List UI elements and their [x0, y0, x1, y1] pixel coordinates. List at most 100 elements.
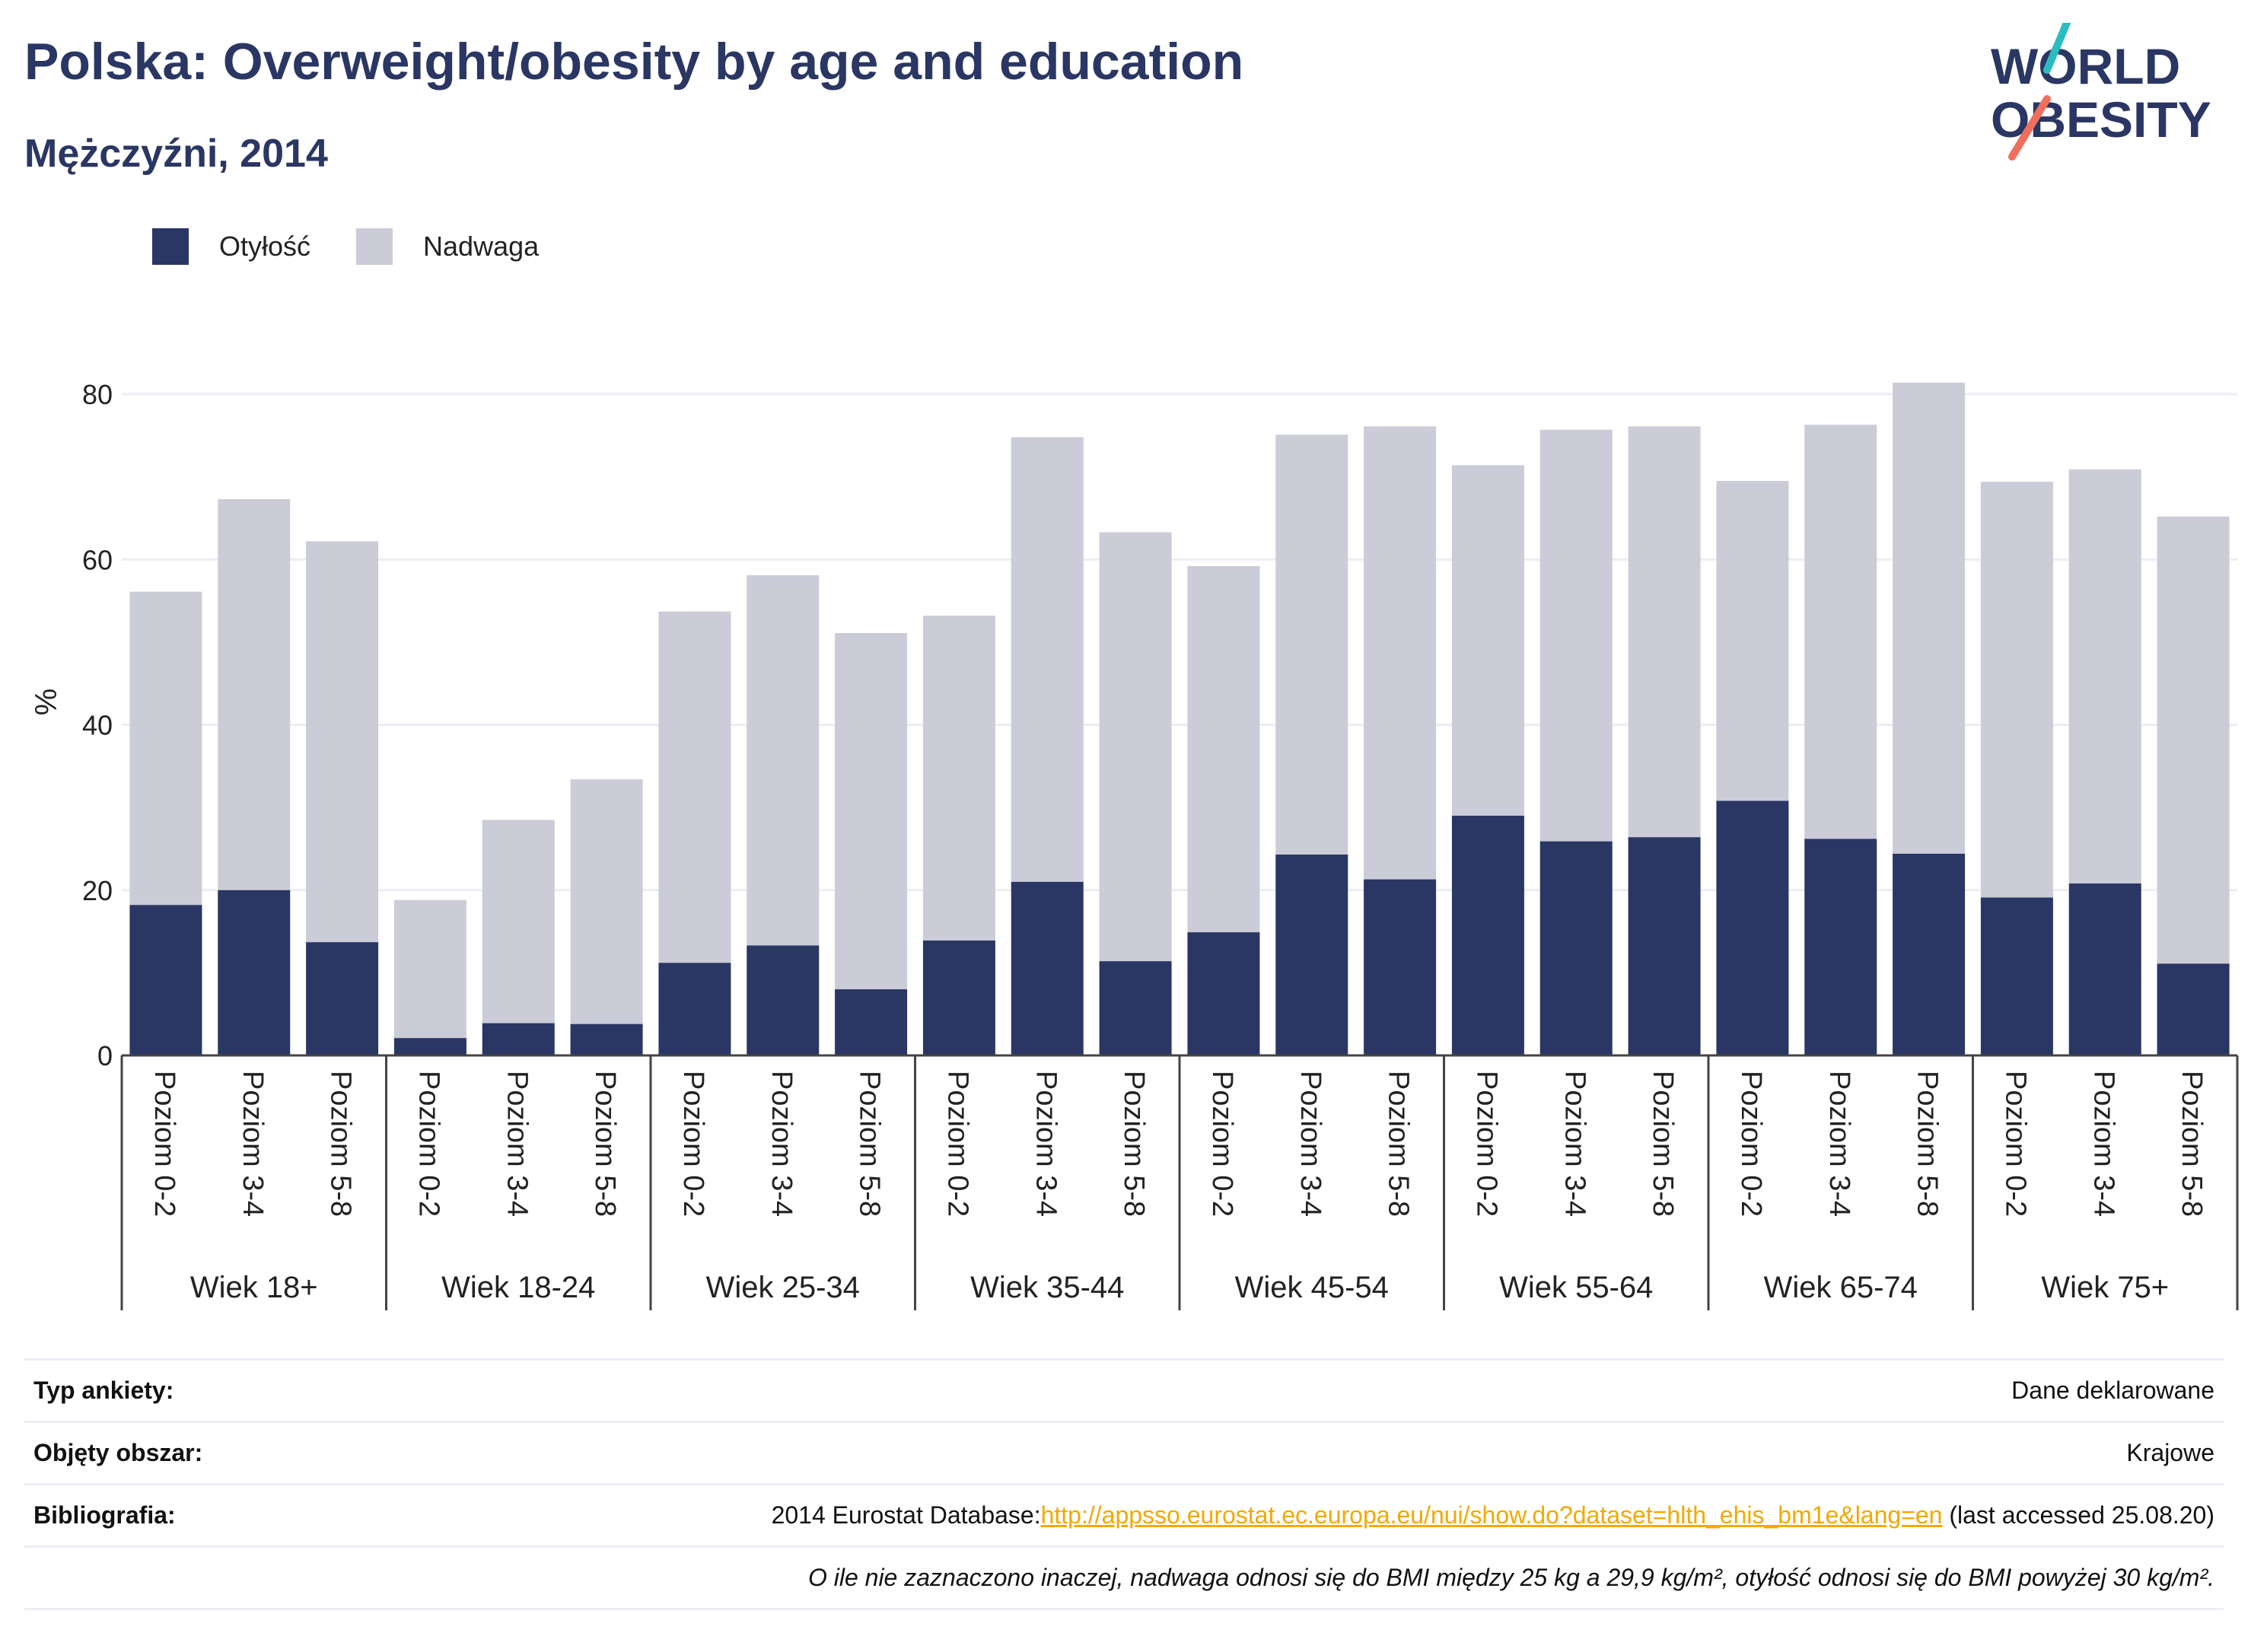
stacked-bar-chart: 0 20 40 60 80% Poziom 0-2 Poziom 3-4 Poziom 5-8…	[30, 379, 2239, 1310]
x-tick-label: Poziom 3-4	[501, 1071, 533, 1217]
bar-obesity	[1275, 855, 1348, 1055]
x-tick-label: Poziom 0-2	[677, 1071, 709, 1217]
x-tick-label: Poziom 3-4	[2087, 1071, 2119, 1217]
logo-slash-coral	[2008, 95, 2051, 161]
bar-overweight	[658, 611, 731, 963]
x-tick-label: Poziom 5-8	[325, 1071, 357, 1217]
legend-item-obesity[interactable]: Otyłość	[152, 228, 310, 265]
bar-obesity	[1099, 961, 1172, 1055]
group-label: Wiek 55-64	[1499, 1271, 1653, 1304]
bar-obesity	[1187, 932, 1260, 1055]
bar-obesity	[1011, 881, 1084, 1055]
bar-overweight	[1187, 565, 1260, 933]
y-tick-label: 40	[82, 710, 113, 741]
x-tick-label: Poziom 0-2	[1735, 1071, 1767, 1217]
x-tick-label: Poziom 5-8	[589, 1071, 621, 1217]
bar-overweight	[2068, 469, 2141, 884]
survey-type-value: Dane deklarowane	[2011, 1377, 2214, 1404]
footnote-row: O ile nie zaznaczono inaczej, nadwaga od…	[24, 1545, 2224, 1608]
legend-item-overweight[interactable]: Nadwaga	[356, 228, 539, 265]
y-axis-title: %	[30, 689, 63, 716]
logo-text-world: WORLD	[1991, 38, 2180, 94]
bar-obesity	[747, 945, 820, 1055]
bar-obesity	[2068, 883, 2141, 1055]
bar-overweight	[1011, 437, 1084, 882]
group-label: Wiek 18+	[190, 1271, 318, 1304]
group-label: Wiek 25-34	[706, 1271, 860, 1304]
bar-overweight	[306, 541, 379, 943]
bar-overweight	[2157, 516, 2230, 964]
bar-overweight	[393, 899, 466, 1039]
bar-obesity	[835, 989, 908, 1055]
x-tick-label: Poziom 0-2	[148, 1071, 180, 1217]
bar-obesity	[1539, 841, 1613, 1055]
bar-obesity	[2157, 963, 2230, 1055]
x-tick-label: Poziom 0-2	[941, 1071, 973, 1217]
group-label: Wiek 18-24	[441, 1271, 595, 1304]
bibliography-suffix: (last accessed 25.08.20)	[1942, 1501, 2214, 1529]
x-tick-label: Poziom 3-4	[237, 1071, 269, 1217]
y-tick-label: 20	[82, 875, 113, 906]
x-tick-label: Poziom 5-8	[1383, 1071, 1415, 1217]
page-subtitle: Mężczyźni, 2014	[24, 132, 328, 176]
x-tick-label: Poziom 0-2	[1999, 1071, 2031, 1217]
footnote: O ile nie zaznaczono inaczej, nadwaga od…	[807, 1564, 2214, 1591]
group-label: Wiek 75+	[2041, 1271, 2169, 1304]
group-label: Wiek 35-44	[970, 1271, 1124, 1304]
area-row: Objęty obszar: Krajowe	[24, 1421, 2224, 1483]
world-obesity-logo: WORLD OBESITY	[1991, 23, 2211, 161]
bar-obesity	[922, 941, 995, 1055]
x-tick-label: Poziom 3-4	[1823, 1071, 1855, 1217]
legend-swatch-overweight	[356, 228, 393, 265]
bibliography-value: 2014 Eurostat Database:http://appsso.eur…	[772, 1501, 2214, 1529]
legend-label-overweight: Nadwaga	[423, 231, 540, 262]
x-tick-label: Poziom 5-8	[1647, 1071, 1679, 1217]
bar-overweight	[1099, 532, 1172, 962]
bar-obesity	[570, 1023, 643, 1055]
area-label: Objęty obszar:	[33, 1439, 203, 1466]
bar-overweight	[1539, 429, 1613, 842]
x-tick-label: Poziom 0-2	[1206, 1071, 1238, 1217]
x-tick-label: Poziom 0-2	[412, 1071, 444, 1217]
bibliography-row: Bibliografia: 2014 Eurostat Database:htt…	[24, 1483, 2224, 1545]
bar-overweight	[218, 498, 291, 890]
group-label: Wiek 65-74	[1764, 1271, 1918, 1304]
bar-overweight	[1364, 426, 1437, 880]
bar-obesity	[1893, 853, 1966, 1055]
x-tick-label: Poziom 3-4	[766, 1071, 798, 1217]
bibliography-link[interactable]: http://appsso.eurostat.ec.europa.eu/nui/…	[1040, 1501, 1943, 1529]
legend-swatch-obesity	[152, 228, 189, 265]
chart-legend: Otyłość Nadwaga	[152, 228, 584, 265]
x-tick-label: Poziom 5-8	[2176, 1071, 2208, 1217]
survey-type-label: Typ ankiety:	[33, 1377, 174, 1404]
bar-overweight	[570, 779, 643, 1024]
x-tick-label: Poziom 3-4	[1559, 1071, 1590, 1217]
bar-overweight	[1628, 426, 1701, 838]
bar-overweight	[1804, 425, 1877, 839]
x-tick-label: Poziom 5-8	[1118, 1071, 1150, 1217]
x-tick-label: Poziom 0-2	[1470, 1071, 1502, 1217]
bar-obesity	[1364, 879, 1437, 1055]
group-label: Wiek 45-54	[1235, 1271, 1389, 1304]
x-tick-label: Poziom 3-4	[1294, 1071, 1326, 1217]
bar-overweight	[1451, 465, 1524, 816]
bar-obesity	[1804, 839, 1877, 1055]
bar-overweight	[129, 591, 202, 906]
table-bottom-border	[24, 1608, 2224, 1610]
area-value: Krajowe	[2126, 1439, 2214, 1466]
bar-obesity	[218, 890, 291, 1055]
bar-obesity	[306, 942, 379, 1055]
bar-obesity	[1628, 837, 1701, 1055]
bar-overweight	[1716, 481, 1789, 801]
bar-overweight	[747, 575, 820, 946]
bar-obesity	[393, 1038, 466, 1055]
metadata-table: Typ ankiety: Dane deklarowane Objęty obs…	[24, 1358, 2224, 1610]
bar-obesity	[1980, 897, 2053, 1055]
x-tick-label: Poziom 5-8	[1912, 1071, 1944, 1217]
bar-overweight	[1893, 382, 1966, 854]
survey-type-row: Typ ankiety: Dane deklarowane	[24, 1358, 2224, 1421]
y-tick-label: 60	[82, 544, 113, 575]
y-tick-label: 80	[82, 379, 113, 410]
logo-slash-teal	[2043, 23, 2071, 74]
bibliography-prefix: 2014 Eurostat Database:	[771, 1501, 1041, 1529]
